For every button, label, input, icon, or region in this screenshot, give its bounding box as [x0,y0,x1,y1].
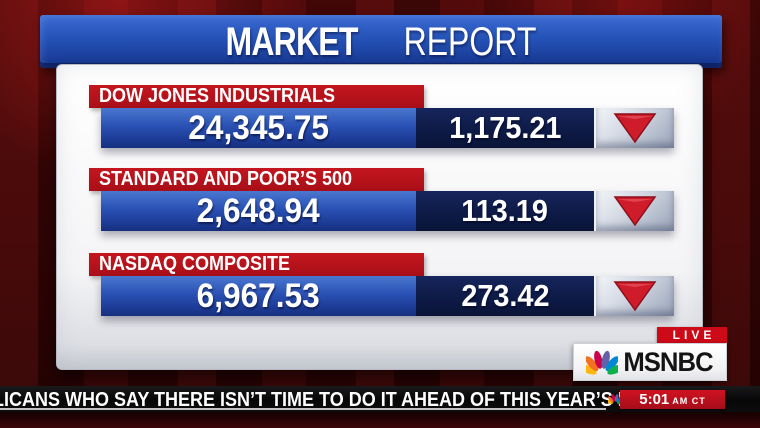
index-value: 6,967.53 [101,276,416,316]
index-label-sp500: STANDARD AND POOR’S 500 [89,168,424,191]
index-direction [594,191,674,231]
market-row: 2,648.94 113.19 [101,191,674,231]
market-report-banner: MARKET REPORT [40,15,722,68]
down-arrow-icon [613,281,657,312]
down-arrow-icon [613,113,657,144]
market-row: 24,345.75 1,175.21 [101,108,674,148]
time-suffix: AM CT [672,396,706,406]
index-direction [594,276,674,316]
index-label-nasdaq: NASDAQ COMPOSITE [89,253,424,276]
index-change-text: 273.42 [460,278,550,313]
nbc-peacock-icon [585,350,618,375]
bottom-strip [0,412,760,428]
index-change: 1,175.21 [416,108,594,148]
index-change: 273.42 [416,276,594,316]
index-change-text: 1,175.21 [448,110,562,145]
ticker-headline: LICANS WHO SAY THERE ISN’T TIME TO DO IT… [0,389,701,411]
down-arrow-icon [613,196,657,227]
time-display: 5:01 AM CT [620,390,725,409]
live-badge-text: LIVE [672,328,716,342]
index-value: 2,648.94 [101,191,416,231]
time-value: 5:01 [639,391,670,408]
live-badge: LIVE [657,327,727,343]
index-direction [594,108,674,148]
index-value-text: 2,648.94 [196,191,321,230]
index-label-dow: DOW JONES INDUSTRIALS [89,85,424,108]
market-row: 6,967.53 273.42 [101,276,674,316]
banner-title-bold: MARKET [225,19,358,64]
banner-title-regular: REPORT [403,19,537,64]
index-value-text: 6,967.53 [196,276,321,315]
network-name: MSNBC [622,346,713,377]
market-panel: DOW JONES INDUSTRIALS 24,345.75 1,175.21… [56,64,703,370]
ticker-underline [0,408,606,410]
index-label-text: STANDARD AND POOR’S 500 [99,168,353,190]
index-change: 113.19 [416,191,594,231]
index-label-text: NASDAQ COMPOSITE [99,253,291,275]
index-value: 24,345.75 [101,108,416,148]
index-change-text: 113.19 [461,193,549,228]
index-value-text: 24,345.75 [188,108,329,147]
index-label-text: DOW JONES INDUSTRIALS [99,85,336,107]
network-logo: MSNBC [573,343,727,381]
